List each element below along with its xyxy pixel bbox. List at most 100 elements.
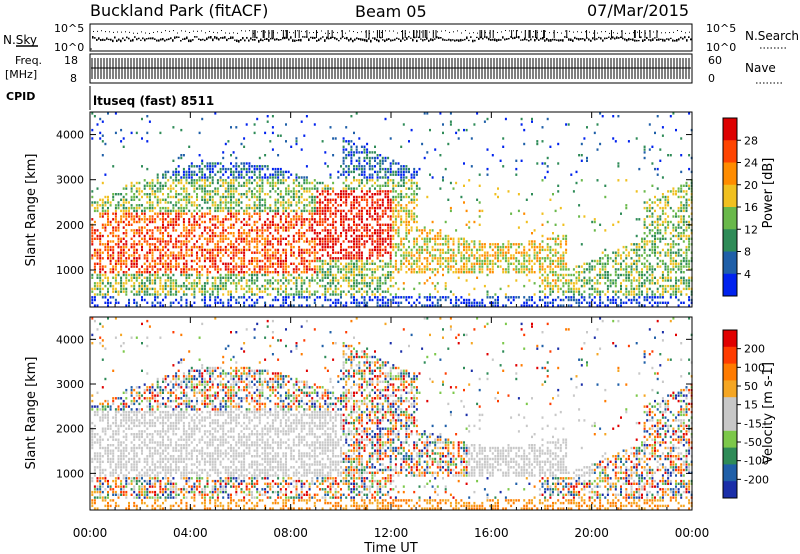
power-cell xyxy=(439,257,442,260)
power-cell xyxy=(400,218,403,221)
power-cell xyxy=(125,287,128,291)
power-cell xyxy=(311,195,314,199)
power-cell xyxy=(298,181,301,185)
power-cell xyxy=(162,184,164,187)
power-cell xyxy=(93,201,96,204)
power-cell xyxy=(324,271,327,274)
power-cell xyxy=(261,226,264,229)
power-cell xyxy=(190,162,193,165)
power-cell xyxy=(271,271,274,274)
power-cell xyxy=(334,301,337,304)
power-cell xyxy=(400,193,403,196)
power-cell xyxy=(96,237,99,240)
power-cell xyxy=(222,254,225,257)
power-cell xyxy=(130,262,133,265)
power-cell xyxy=(209,237,212,240)
power-cell xyxy=(332,237,335,240)
power-cell xyxy=(470,265,473,268)
power-cell xyxy=(337,170,340,174)
power-cell xyxy=(332,137,335,140)
power-cell xyxy=(321,201,324,204)
power-cell xyxy=(188,193,191,196)
power-cell xyxy=(146,223,149,226)
power-cell xyxy=(130,237,133,240)
power-cell xyxy=(203,254,206,257)
power-cell xyxy=(497,245,499,249)
power-cell xyxy=(444,257,447,260)
power-cell xyxy=(264,279,267,282)
power-cell xyxy=(408,179,410,182)
noise-sky-mark xyxy=(192,39,194,41)
power-cell xyxy=(193,226,196,229)
power-cell xyxy=(491,254,494,257)
power-cell xyxy=(167,257,170,260)
power-cell xyxy=(266,176,269,179)
power-cell xyxy=(313,179,316,182)
power-cell xyxy=(308,212,311,215)
power-cell xyxy=(418,251,421,254)
power-cell xyxy=(109,296,112,299)
power-cell xyxy=(232,254,235,257)
power-cell xyxy=(162,187,164,190)
power-cell xyxy=(156,301,159,304)
noise-search-mark xyxy=(417,31,418,33)
power-cell xyxy=(216,162,219,165)
power-cell xyxy=(159,226,162,229)
power-cell xyxy=(342,229,345,232)
noise-sky-mark xyxy=(612,36,614,39)
power-cell xyxy=(227,243,230,246)
noise-sky-mark xyxy=(606,37,608,39)
power-cell xyxy=(185,198,188,201)
power-cell xyxy=(421,237,424,240)
power-cell xyxy=(162,173,164,176)
power-cell xyxy=(355,298,358,302)
power-cell xyxy=(449,181,452,185)
power-cell xyxy=(222,181,225,185)
power-cell xyxy=(347,154,350,157)
power-cell xyxy=(374,187,376,190)
power-cell xyxy=(190,165,193,168)
power-cell xyxy=(363,159,366,162)
power-cell xyxy=(389,215,392,218)
power-cell xyxy=(376,287,379,291)
power-cell xyxy=(408,301,410,304)
power-cell xyxy=(107,234,109,238)
power-cell xyxy=(122,262,125,265)
power-cell xyxy=(413,254,416,257)
power-cell xyxy=(209,212,212,215)
power-cell xyxy=(460,271,463,274)
power-cell xyxy=(305,296,308,299)
power-cell xyxy=(387,190,390,193)
power-cell xyxy=(117,220,120,224)
power-cell xyxy=(256,229,259,232)
noise-sky-mark xyxy=(488,37,490,41)
power-cell xyxy=(235,276,238,279)
power-cell xyxy=(345,179,348,182)
power-cell xyxy=(470,254,473,257)
power-cell xyxy=(154,298,157,302)
power-cell xyxy=(447,245,450,249)
power-cell xyxy=(125,259,128,263)
power-cell xyxy=(190,282,193,285)
power-cell xyxy=(292,276,295,279)
power-cell xyxy=(342,137,345,140)
power-cell xyxy=(298,190,301,193)
power-cell xyxy=(185,181,188,185)
power-cell xyxy=(258,184,261,187)
power-cell xyxy=(130,204,133,207)
power-cell xyxy=(93,206,96,210)
power-cell xyxy=(256,271,259,274)
power-cell xyxy=(117,206,120,210)
power-cell xyxy=(319,209,321,213)
power-cell xyxy=(439,262,442,265)
power-cell xyxy=(305,240,308,243)
power-cell xyxy=(389,226,392,229)
power-cell xyxy=(381,304,384,307)
power-cell xyxy=(342,167,345,171)
power-cell xyxy=(355,245,358,249)
power-cell xyxy=(379,170,382,174)
power-cell xyxy=(177,245,180,249)
power-cell xyxy=(290,279,293,282)
power-cell xyxy=(384,273,387,277)
power-cell xyxy=(167,248,170,252)
